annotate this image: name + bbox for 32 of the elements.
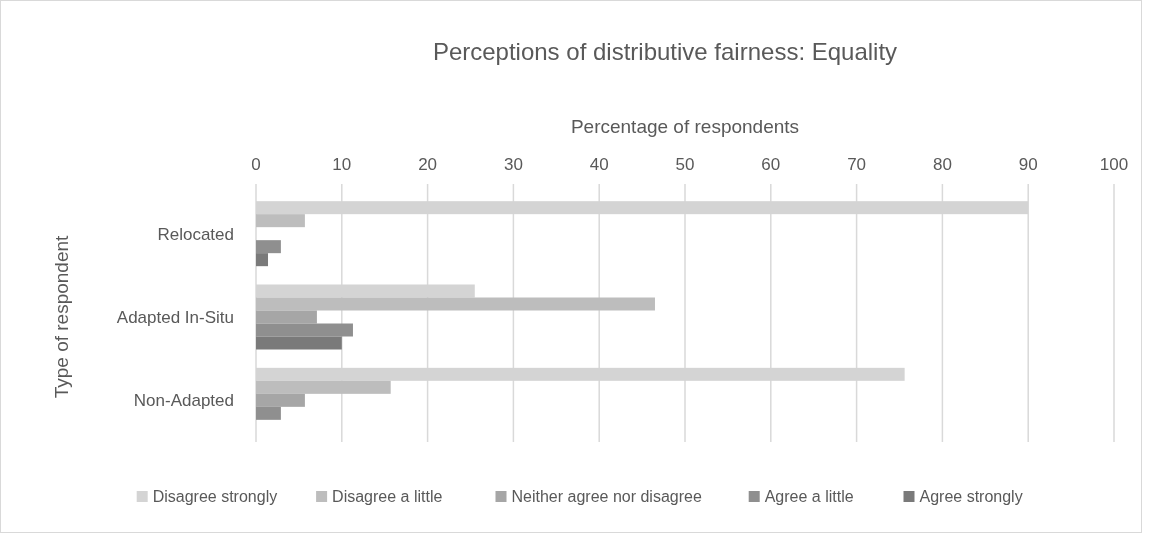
legend-label: Disagree a little (332, 488, 443, 505)
y-tick-label: Relocated (157, 224, 234, 244)
bar (256, 240, 281, 254)
bar (256, 323, 353, 337)
bar (256, 380, 391, 394)
chart-title: Perceptions of distributive fairness: Equality (432, 38, 898, 65)
bar (256, 297, 655, 311)
legend-label: Disagree strongly (152, 488, 278, 505)
x-tick-label: 40 (589, 155, 609, 174)
bar (256, 253, 269, 267)
legend-label: Agree strongly (919, 488, 1023, 505)
bar (256, 336, 342, 350)
bar (256, 393, 305, 407)
x-tick-label: 90 (1018, 155, 1038, 174)
bar (256, 406, 281, 420)
y-axis-title: Type of respondent (51, 234, 72, 399)
x-tick-label: 100 (1099, 155, 1129, 174)
bar (256, 310, 317, 324)
x-tick-label: 30 (503, 155, 523, 174)
x-tick-label: 20 (418, 155, 438, 174)
x-tick-label: 0 (251, 155, 261, 174)
x-tick-label: 50 (675, 155, 695, 174)
x-axis-title: Percentage of respondents (570, 116, 800, 137)
x-tick-label: 80 (932, 155, 952, 174)
y-tick-label: Non-Adapted (133, 391, 234, 411)
legend-label: Agree a little (764, 488, 854, 505)
y-tick-label: Adapted In-Situ (116, 308, 234, 327)
legend-label: Neither agree nor disagree (511, 488, 702, 505)
x-tick-label: 70 (847, 155, 867, 174)
x-tick-label: 60 (761, 155, 781, 174)
bar (256, 214, 305, 228)
x-tick-label: 10 (332, 155, 352, 174)
